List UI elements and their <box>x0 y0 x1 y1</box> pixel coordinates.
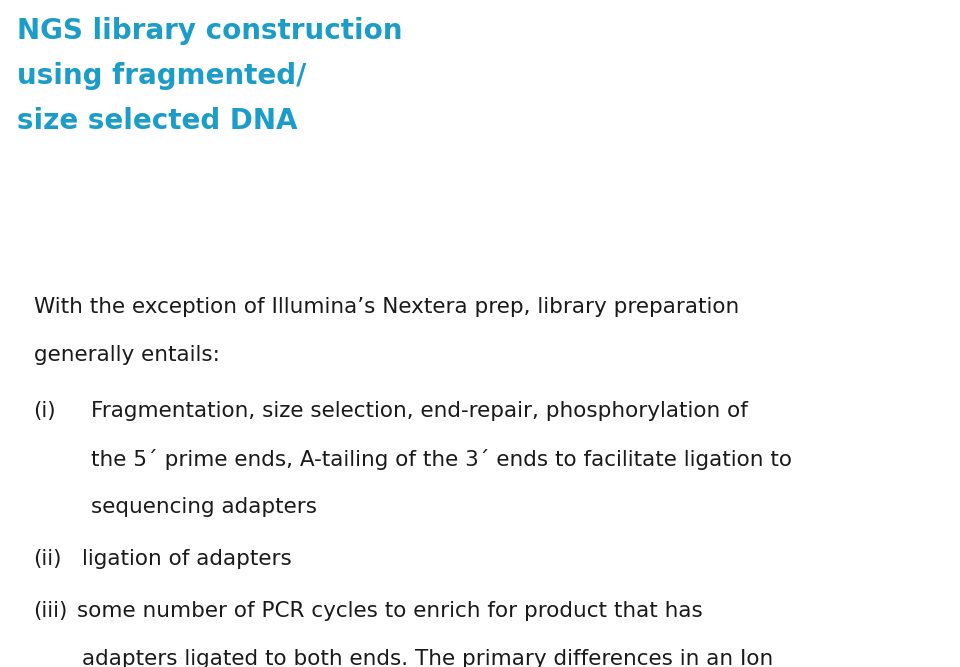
Text: some number of PCR cycles to enrich for product that has: some number of PCR cycles to enrich for … <box>77 601 703 621</box>
Text: size selected DNA: size selected DNA <box>17 107 298 135</box>
Text: (iii): (iii) <box>34 601 68 621</box>
Text: (i): (i) <box>34 401 57 421</box>
Text: the 5´ prime ends, A-tailing of the 3´ ends to facilitate ligation to: the 5´ prime ends, A-tailing of the 3´ e… <box>91 449 792 470</box>
Text: ligation of adapters: ligation of adapters <box>82 549 291 569</box>
Text: using fragmented/: using fragmented/ <box>17 62 306 90</box>
Text: adapters ligated to both ends. The primary differences in an Ion: adapters ligated to both ends. The prima… <box>82 649 773 667</box>
Text: Fragmentation, size selection, end-repair, phosphorylation of: Fragmentation, size selection, end-repai… <box>91 401 748 421</box>
Text: (ii): (ii) <box>34 549 62 569</box>
Text: sequencing adapters: sequencing adapters <box>91 497 317 517</box>
Text: generally entails:: generally entails: <box>34 345 220 365</box>
Text: With the exception of Illumina’s Nextera prep, library preparation: With the exception of Illumina’s Nextera… <box>34 297 739 317</box>
Text: NGS library construction: NGS library construction <box>17 17 403 45</box>
